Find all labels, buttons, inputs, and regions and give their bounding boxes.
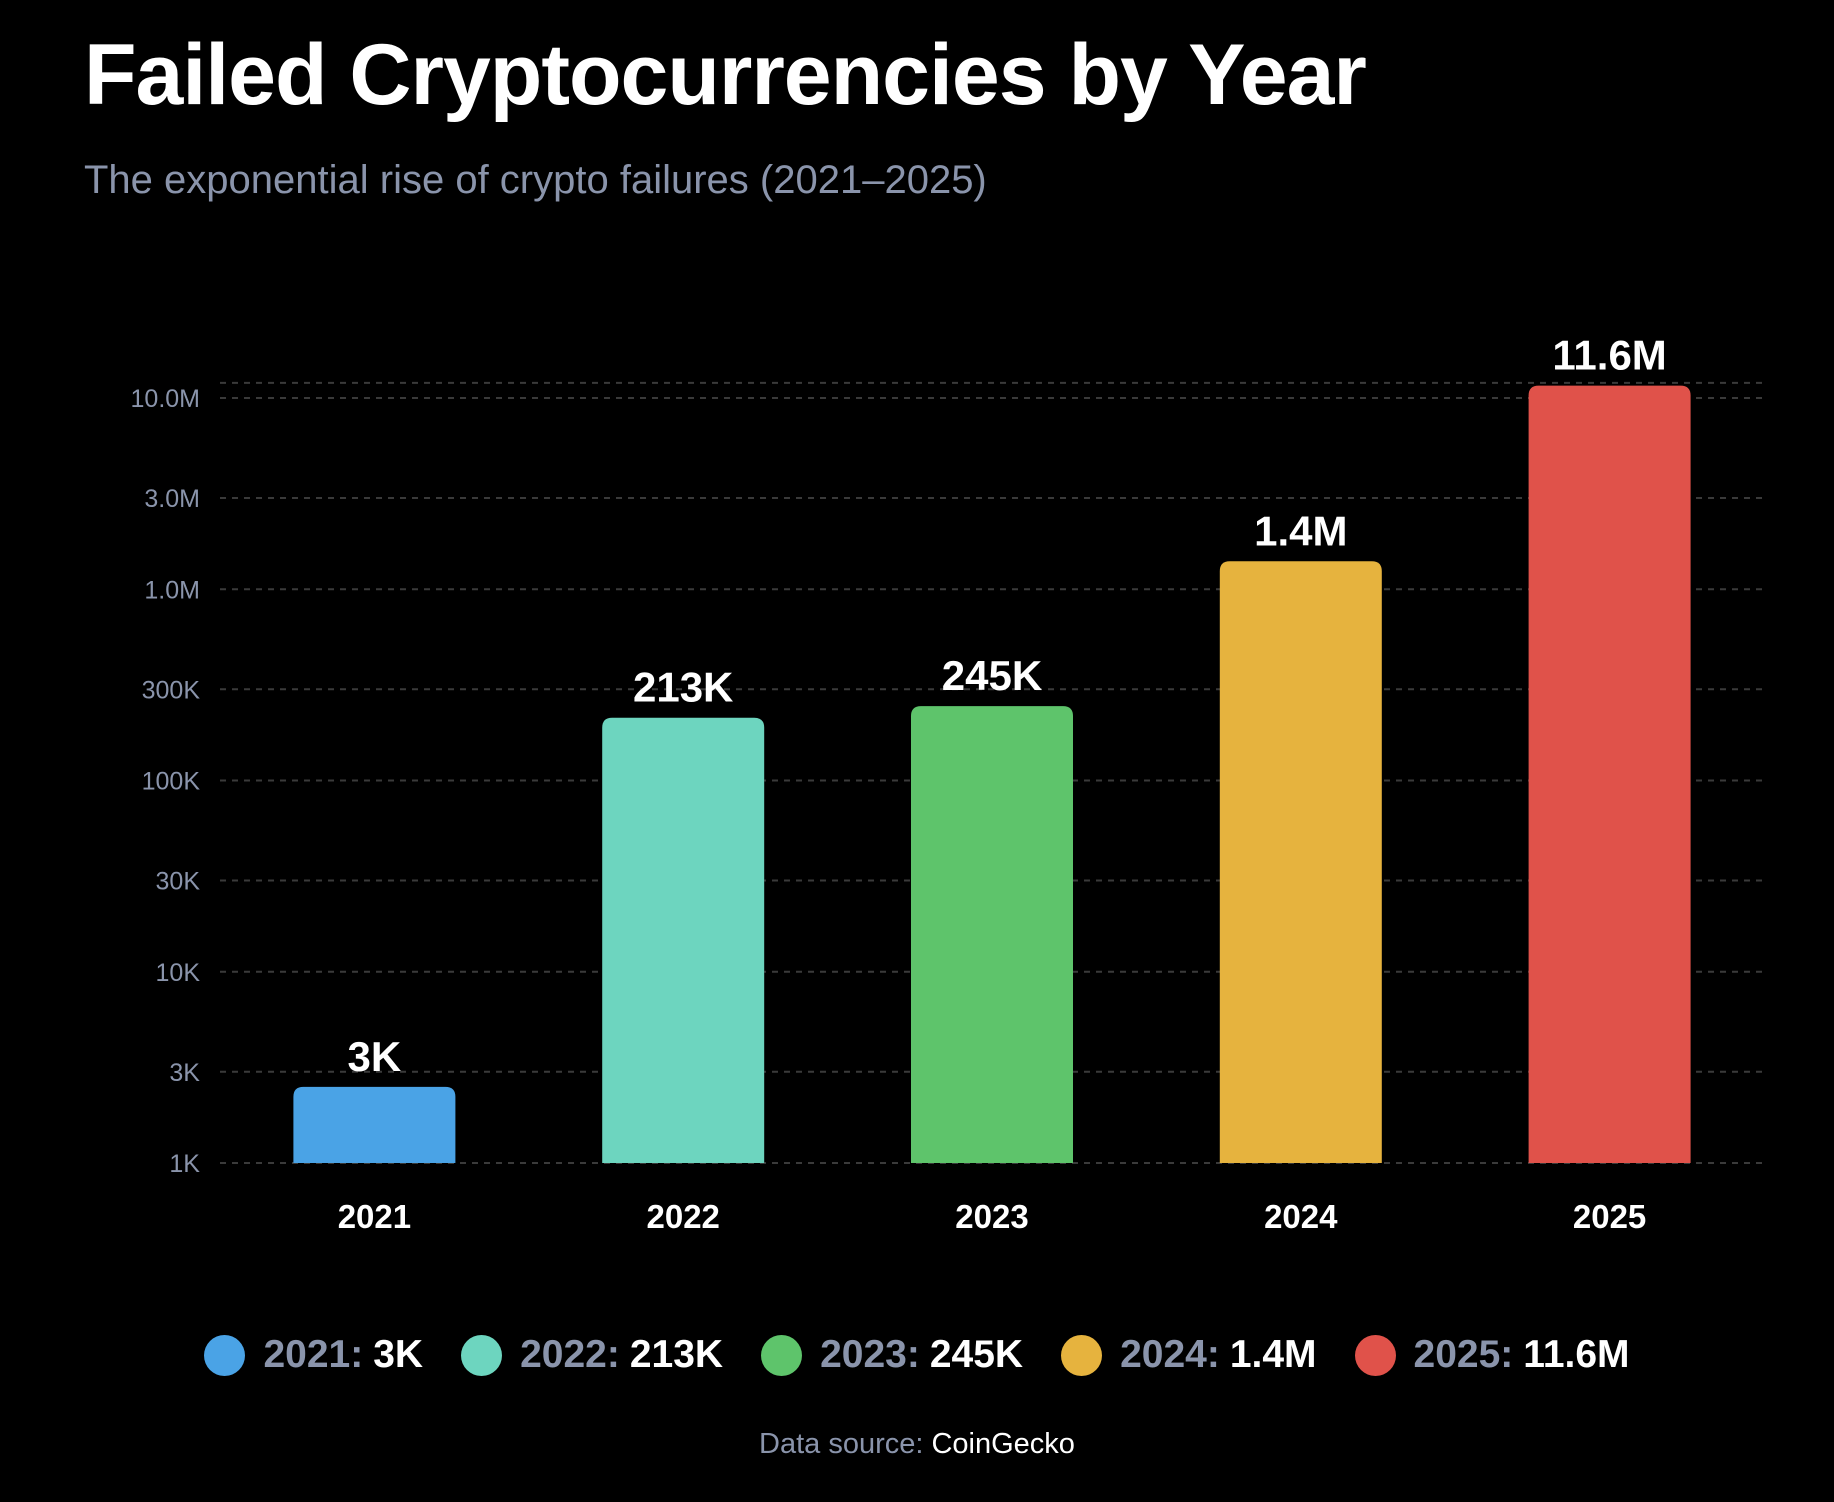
bar-value-labels: 3K 213K 245K 1.4M 11.6M — [348, 332, 1667, 1080]
y-tick-label: 10.0M — [131, 385, 200, 413]
chart-subtitle: The exponential rise of crypto failures … — [84, 158, 987, 202]
legend-item: 2024: 1.4M — [1061, 1333, 1317, 1377]
y-tick-label: 30K — [156, 868, 201, 896]
bar-chart: 1K 3K 10K 30K 100K 300K 1.0M 3.0M 10.0M 3K 213K 24… — [131, 332, 1764, 1235]
legend-swatch — [761, 1334, 803, 1376]
bar-value-label: 3K — [348, 1033, 402, 1080]
legend-year: 2025 — [1413, 1333, 1501, 1376]
bar-2023 — [911, 706, 1073, 1163]
bar-value-label: 213K — [633, 664, 733, 711]
bar-value-label: 1.4M — [1254, 507, 1347, 554]
legend-value: 3K — [373, 1333, 424, 1376]
x-tick-label: 2021 — [338, 1198, 411, 1235]
data-source-label: Data source: — [759, 1428, 924, 1460]
x-tick-label: 2024 — [1264, 1198, 1338, 1235]
x-axis-ticks: 2021 2022 2023 2024 2025 — [338, 1198, 1647, 1235]
legend-value: 245K — [929, 1333, 1024, 1376]
y-tick-label: 100K — [142, 768, 201, 796]
legend-swatch — [1354, 1334, 1396, 1376]
y-tick-label: 3.0M — [144, 485, 200, 513]
legend-value: 11.6M — [1523, 1333, 1630, 1376]
y-tick-label: 1.0M — [144, 576, 200, 604]
legend-swatch — [461, 1334, 503, 1376]
bar-value-label: 245K — [942, 652, 1042, 699]
y-tick-label: 1K — [169, 1150, 200, 1178]
bar-value-label: 11.6M — [1552, 332, 1666, 379]
legend-year: 2024 — [1120, 1333, 1207, 1376]
legend: 2021: 3K 2022: 213K 2023: 245K 2024: 1.4… — [0, 1330, 1834, 1380]
y-tick-label: 3K — [169, 1059, 200, 1087]
x-tick-label: 2022 — [646, 1198, 719, 1235]
bar-2025 — [1528, 385, 1691, 1163]
chart-title: Failed Cryptocurrencies by Year — [84, 27, 1367, 123]
legend-value: 213K — [629, 1333, 724, 1376]
bar-2021 — [293, 1086, 456, 1163]
y-tick-label: 300K — [142, 676, 201, 704]
legend-swatch — [204, 1334, 246, 1376]
bars — [293, 385, 1691, 1163]
legend-item: 2025: 11.6M — [1354, 1333, 1630, 1377]
legend-swatch — [1061, 1334, 1103, 1376]
y-axis-ticks: 1K 3K 10K 30K 100K 300K 1.0M 3.0M 10.0M — [131, 385, 201, 1178]
legend-item: 2023: 245K — [761, 1333, 1023, 1377]
bar-2022 — [602, 717, 765, 1163]
bar-2024 — [1219, 561, 1382, 1163]
x-tick-label: 2025 — [1573, 1198, 1646, 1235]
legend-item: 2022: 213K — [461, 1333, 723, 1377]
data-source-value: CoinGecko — [931, 1428, 1075, 1460]
data-source: Data source: CoinGecko — [0, 1428, 1834, 1461]
legend-value: 1.4M — [1229, 1333, 1317, 1376]
legend-item: 2021: 3K — [204, 1333, 423, 1377]
y-tick-label: 10K — [156, 959, 201, 987]
legend-year: 2022 — [520, 1333, 607, 1376]
legend-year: 2023 — [820, 1333, 907, 1376]
x-tick-label: 2023 — [955, 1198, 1028, 1235]
legend-year: 2021 — [263, 1333, 351, 1376]
